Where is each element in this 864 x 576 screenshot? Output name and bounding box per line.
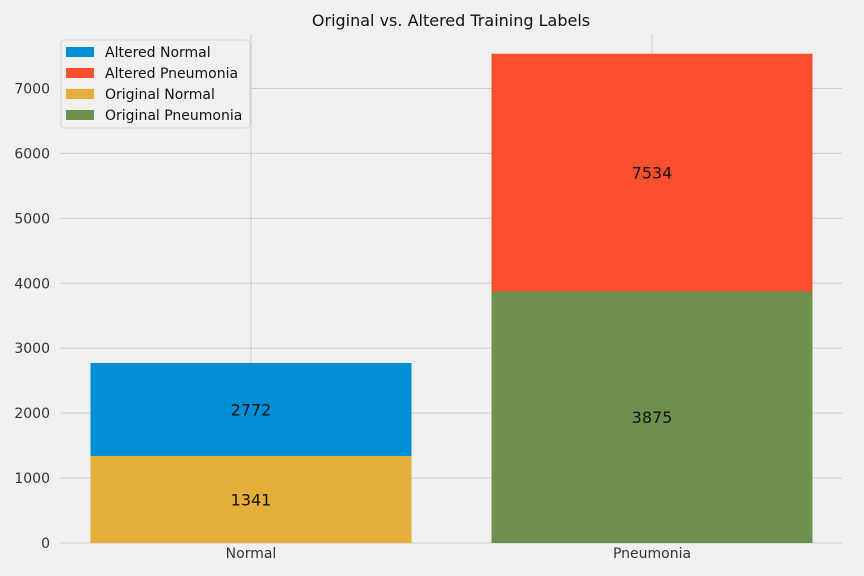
legend-label: Altered Normal [105,45,211,61]
y-tick-label: 5000 [14,211,50,227]
bar-value-label: 1341 [231,490,272,509]
x-axis-ticks: Normal Pneumonia [226,546,691,562]
legend: Altered Normal Altered Pneumonia Original … [60,39,251,129]
legend-swatch [66,89,94,99]
data-labels-group: 1341 2772 3875 7534 [231,164,673,510]
y-tick-label: 3000 [14,341,50,357]
bar-original-normal [90,455,412,543]
y-tick-label: 4000 [14,276,50,292]
chart-title: Original vs. Altered Training Labels [312,11,590,30]
y-tick-label: 2000 [14,406,50,422]
legend-swatch [66,68,94,78]
legend-swatch [66,110,94,120]
legend-label: Altered Pneumonia [105,66,238,82]
bar-value-label: 7534 [632,164,673,183]
legend-label: Original Normal [105,87,215,103]
x-tick-label: Normal [226,546,277,562]
bar-value-label: 2772 [231,400,272,419]
x-tick-label: Pneumonia [613,546,691,562]
legend-swatch [66,47,94,57]
bars-group [90,53,813,543]
bar-original-pneumonia [491,291,813,543]
y-axis-ticks: 0 1000 2000 3000 4000 5000 6000 7000 [14,81,50,552]
legend-frame [60,39,251,129]
y-tick-label: 7000 [14,81,50,97]
bar-value-label: 3875 [632,408,673,427]
y-tick-label: 1000 [14,471,50,487]
y-tick-label: 6000 [14,146,50,162]
y-tick-label: 0 [41,536,50,552]
legend-label: Original Pneumonia [105,108,242,124]
